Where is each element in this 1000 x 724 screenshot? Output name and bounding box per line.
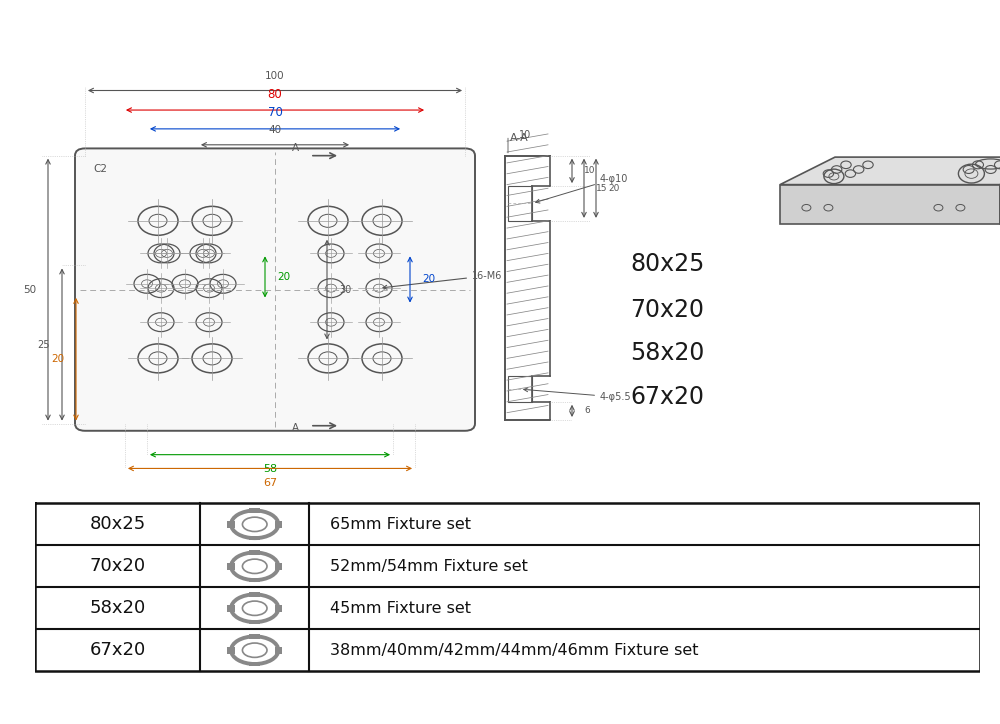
Text: 67x20: 67x20 [90,641,146,660]
Text: 80x25: 80x25 [90,515,146,534]
Bar [227,647,235,654]
Text: 20: 20 [277,272,290,282]
Text: 58: 58 [263,464,277,474]
Text: 52mm/54mm Fixture set: 52mm/54mm Fixture set [330,559,528,574]
Bar [227,605,235,612]
Bar [275,521,282,528]
Text: 70x20: 70x20 [90,557,146,576]
Text: A: A [291,143,299,153]
Text: 80: 80 [268,88,282,101]
Text: 6: 6 [584,406,590,416]
Bar [275,563,282,570]
Text: 10: 10 [519,130,531,140]
Bar [275,605,282,612]
Text: 20: 20 [422,274,435,285]
Text: 15: 15 [596,184,608,193]
Text: 58x20: 58x20 [630,341,704,366]
Text: 10: 10 [584,167,596,175]
Bar [249,508,260,513]
Text: 25: 25 [38,340,50,350]
Text: 80x25: 80x25 [630,252,704,277]
Bar [249,634,260,639]
Text: 100: 100 [265,71,285,81]
Text: A-A: A-A [510,133,529,143]
FancyBboxPatch shape [75,148,475,431]
Bar [227,521,235,528]
Bar [508,186,532,221]
Text: 20: 20 [51,354,64,364]
Text: 20: 20 [608,184,619,193]
Polygon shape [780,185,1000,224]
Bar [227,563,235,570]
Text: 67x20: 67x20 [630,384,704,409]
Text: 40: 40 [268,125,282,135]
Text: A: A [291,423,299,433]
Bar [249,578,260,582]
Bar [508,376,532,402]
Text: 38mm/40mm/42mm/44mm/46mm Fixture set: 38mm/40mm/42mm/44mm/46mm Fixture set [330,643,698,657]
Text: C2: C2 [93,164,107,174]
Text: 70: 70 [268,106,282,119]
Text: 65mm Fixture set: 65mm Fixture set [330,517,471,532]
Bar [275,647,282,654]
Text: 45mm Fixture set: 45mm Fixture set [330,601,471,615]
Text: 70x20: 70x20 [630,298,704,322]
Text: 50: 50 [23,285,36,295]
Bar [249,592,260,597]
Text: 4-φ10: 4-φ10 [536,174,628,203]
Text: 30: 30 [339,285,351,295]
Text: 4-φ5.5: 4-φ5.5 [524,388,632,402]
Polygon shape [780,157,1000,185]
Bar [249,550,260,555]
Text: 67: 67 [263,478,277,488]
Bar [249,536,260,540]
Text: 58x20: 58x20 [90,599,146,618]
Bar [249,620,260,624]
Bar [249,662,260,666]
Text: 16-M6: 16-M6 [383,271,502,289]
